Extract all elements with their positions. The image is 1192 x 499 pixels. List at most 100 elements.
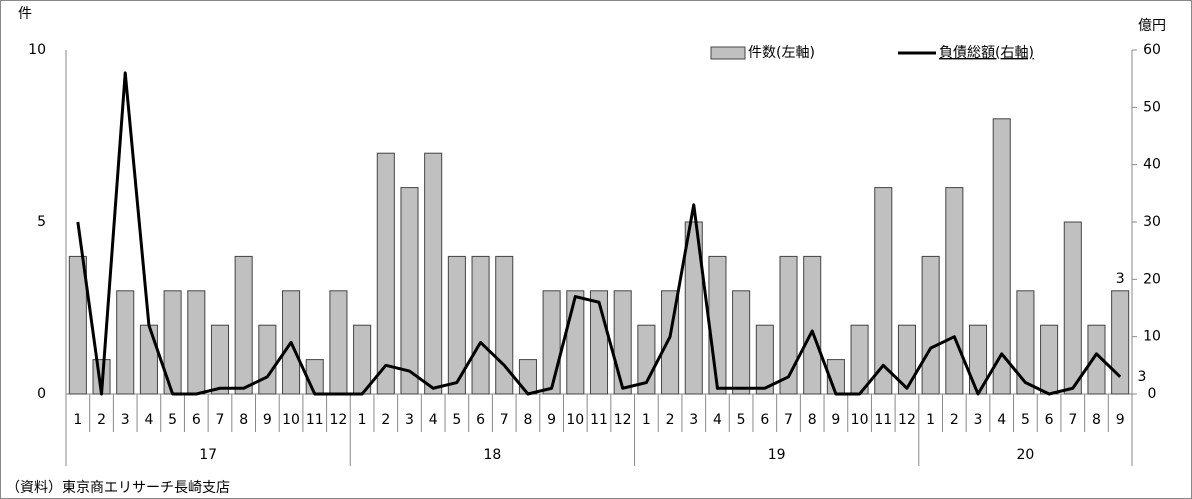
bar xyxy=(68,255,87,395)
x-tick-label: 12 xyxy=(898,412,916,428)
y2-tick-label: 0 xyxy=(1148,386,1157,402)
bar xyxy=(376,152,395,395)
y-unit-label: 件 xyxy=(18,6,32,22)
bar xyxy=(447,255,466,395)
bar xyxy=(803,255,822,395)
x-tick-label: 1 xyxy=(73,412,82,428)
x-tick-label: 3 xyxy=(121,412,130,428)
x-tick-label: 4 xyxy=(713,412,722,428)
bar xyxy=(1040,324,1059,395)
x-tick-label: 3 xyxy=(974,412,983,428)
bar xyxy=(708,255,727,395)
data-label: 3 xyxy=(1138,369,1147,385)
bar xyxy=(542,290,561,395)
x-tick-label: 5 xyxy=(452,412,461,428)
bar xyxy=(234,255,253,395)
bar xyxy=(684,221,703,395)
y-tick-label: 5 xyxy=(37,214,46,230)
x-tick-label: 4 xyxy=(144,412,153,428)
bar xyxy=(755,324,774,395)
x-tick-label: 11 xyxy=(874,412,892,428)
bar xyxy=(992,118,1011,395)
x-tick-label: 11 xyxy=(306,412,324,428)
y2-tick-label: 30 xyxy=(1143,214,1161,230)
legend-label: 件数(左軸) xyxy=(748,45,815,61)
x-tick-label: 9 xyxy=(831,412,840,428)
x-tick-label: 10 xyxy=(851,412,869,428)
bar xyxy=(471,255,490,395)
x-tick-label: 9 xyxy=(547,412,556,428)
y2-tick-label: 40 xyxy=(1143,157,1161,173)
x-tick-label: 6 xyxy=(476,412,485,428)
x-tick-label: 2 xyxy=(950,412,959,428)
x-tick-label: 5 xyxy=(168,412,177,428)
bar xyxy=(187,290,206,395)
group-label: 17 xyxy=(199,447,217,463)
y2-tick-label: 60 xyxy=(1143,42,1161,58)
bar xyxy=(850,324,869,395)
x-tick-label: 3 xyxy=(689,412,698,428)
group-label: 18 xyxy=(483,447,501,463)
x-tick-label: 7 xyxy=(1068,412,1077,428)
y-tick-label: 0 xyxy=(37,386,46,402)
bar xyxy=(921,255,940,395)
bar xyxy=(353,324,372,395)
bar xyxy=(258,324,277,395)
y2-tick-label: 10 xyxy=(1143,329,1161,345)
x-tick-label: 1 xyxy=(358,412,367,428)
x-tick-label: 12 xyxy=(614,412,632,428)
x-tick-label: 9 xyxy=(263,412,272,428)
x-tick-label: 8 xyxy=(1092,412,1101,428)
bar xyxy=(897,324,916,395)
x-tick-label: 7 xyxy=(784,412,793,428)
bar xyxy=(400,187,419,395)
x-tick-label: 2 xyxy=(381,412,390,428)
y2-tick-label: 20 xyxy=(1143,271,1161,287)
y2-unit-label: 億円 xyxy=(1138,18,1166,34)
bar xyxy=(732,290,751,395)
x-tick-label: 6 xyxy=(1045,412,1054,428)
x-tick-label: 1 xyxy=(926,412,935,428)
bar xyxy=(210,324,230,395)
bar xyxy=(945,187,964,395)
bar xyxy=(566,290,585,395)
x-tick-label: 1 xyxy=(642,412,651,428)
x-tick-label: 9 xyxy=(1116,412,1125,428)
legend-label: 負債総額(右軸) xyxy=(939,45,1034,61)
source: （資料）東京商エリサーチ長崎支店 xyxy=(6,480,230,496)
x-tick-label: 11 xyxy=(590,412,608,428)
bar xyxy=(329,290,348,395)
line xyxy=(76,71,1122,396)
bar xyxy=(874,187,893,395)
bar xyxy=(424,152,443,395)
legend-swatch xyxy=(710,46,746,60)
group-label: 20 xyxy=(1016,447,1034,463)
x-tick-label: 10 xyxy=(566,412,584,428)
x-tick-label: 2 xyxy=(97,412,106,428)
bar xyxy=(116,290,135,395)
x-tick-label: 5 xyxy=(1021,412,1030,428)
bar xyxy=(1016,290,1035,395)
bar xyxy=(613,290,632,395)
x-tick-label: 4 xyxy=(997,412,1006,428)
x-tick-label: 8 xyxy=(808,412,817,428)
y-tick-label: 10 xyxy=(28,42,46,58)
x-tick-label: 6 xyxy=(760,412,769,428)
bar xyxy=(139,324,158,395)
bar xyxy=(779,255,798,395)
x-tick-label: 12 xyxy=(330,412,348,428)
x-tick-label: 3 xyxy=(405,412,414,428)
x-tick-label: 8 xyxy=(239,412,248,428)
y2-tick-label: 50 xyxy=(1143,99,1161,115)
x-tick-label: 8 xyxy=(523,412,532,428)
data-label: 3 xyxy=(1116,271,1125,287)
x-tick-label: 2 xyxy=(666,412,675,428)
bar xyxy=(1111,290,1130,395)
x-tick-label: 10 xyxy=(282,412,300,428)
bar xyxy=(1063,221,1082,395)
group-label: 19 xyxy=(768,447,786,463)
x-tick-label: 7 xyxy=(216,412,225,428)
x-tick-label: 5 xyxy=(737,412,746,428)
x-tick-label: 7 xyxy=(500,412,509,428)
